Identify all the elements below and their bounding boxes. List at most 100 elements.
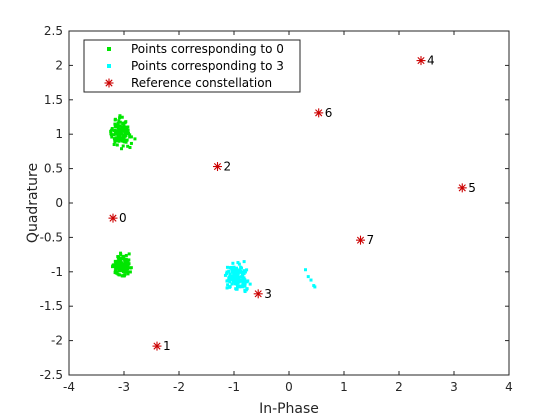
data-point-series-1 [243,288,247,292]
legend-box [83,39,301,93]
reference-label-5: 5 [468,181,476,195]
axis-ticks: -4 -3 -2 -1 0 1 2 3 4 2.5 2 1.5 1 0.5 0 -0.5 -1 -1.5 -2 -2.… [40,24,513,394]
y-tick-label: -2 [51,334,63,348]
data-point-series-1 [236,277,240,281]
data-point-series-1 [231,261,235,265]
data-point-series-1 [230,282,234,286]
data-point-series-0 [124,140,128,144]
data-point-series-0 [118,273,122,277]
data-point-series-0 [124,139,128,143]
x-tick-label: 4 [505,380,513,394]
data-point-series-0 [110,135,114,139]
data-point-series-0 [110,127,114,131]
y-tick-label: 2 [55,58,63,72]
data-point-series-0 [123,258,127,262]
y-tick-label: -0.5 [40,230,63,244]
data-point-series-0 [121,255,125,259]
reference-marker-6 [314,108,324,118]
data-point-series-0 [121,144,125,148]
data-point-series-0 [116,130,120,134]
y-tick-label: -1 [51,265,63,279]
data-point-series-0 [125,259,129,263]
y-tick-label: 2.5 [44,24,63,38]
data-point-series-0 [118,128,122,132]
data-point-series-0 [116,261,120,265]
data-point-series-1 [225,270,229,274]
data-point-series-0 [117,119,121,123]
data-point-series-0 [122,257,126,261]
reference-marker-0 [108,213,118,223]
data-point-series-1 [233,278,237,282]
y-tick-label: -1.5 [40,299,63,313]
y-axis-label: Quadrature [25,163,41,243]
data-point-series-1 [228,266,232,270]
data-point-series-0 [120,263,124,267]
x-tick-label: -3 [118,380,130,394]
data-point-series-1 [231,279,235,283]
x-tick-label: 0 [285,380,293,394]
reference-points: 0 1 2 3 4 5 6 7 [108,54,476,353]
data-point-series-1 [248,282,252,286]
data-point-series-0 [120,129,124,133]
data-point-series-0 [128,270,132,274]
data-clusters [109,114,317,294]
reference-marker-4 [416,56,426,66]
data-point-series-1 [234,287,238,291]
data-point-series-0 [123,268,127,272]
data-point-series-0 [116,135,120,139]
data-point-series-0 [112,143,116,147]
reference-marker-7 [356,235,365,245]
data-point-series-0 [123,273,127,277]
data-point-series-0 [120,265,124,269]
y-tick-label: 1.5 [44,93,63,107]
data-point-series-0 [116,121,120,125]
data-point-series-1 [227,276,231,280]
legend-label-3: Points corresponding to 3 [131,59,284,73]
data-point-series-0 [114,125,118,129]
data-point-series-0 [113,118,117,122]
data-point-series-1 [237,275,241,279]
data-point-series-0 [123,121,127,125]
data-point-series-1 [242,260,246,264]
reference-marker-5 [457,183,467,193]
y-tick-label: 0 [55,196,63,210]
data-point-series-0 [112,129,116,133]
reference-label-7: 7 [367,233,375,247]
data-point-series-0 [118,114,122,118]
data-point-series-0 [122,124,126,128]
data-point-series-1 [245,268,249,272]
data-point-series-0 [125,266,129,270]
data-point-series-0 [121,274,125,278]
data-point-series-0 [124,253,128,257]
data-point-series-0 [126,270,130,274]
reference-label-0: 0 [119,211,127,225]
data-point-series-1 [226,283,230,287]
x-tick-label: -1 [228,380,240,394]
x-tick-label: 3 [450,380,458,394]
data-point-series-0 [115,132,119,136]
data-point-series-1 [230,269,234,273]
data-point-series-0 [128,135,132,139]
data-point-series-0 [119,251,123,255]
data-point-series-1 [238,285,242,289]
data-point-series-1 [237,270,241,274]
data-point-series-0 [129,266,133,270]
data-point-series-1 [313,285,317,289]
data-point-series-0 [133,137,137,141]
data-point-series-0 [122,127,126,131]
data-point-series-0 [116,266,120,270]
data-point-series-0 [114,270,118,274]
data-point-series-1 [234,268,238,272]
data-point-series-0 [122,133,126,137]
data-point-series-0 [126,128,130,132]
y-tick-label: -2.5 [40,368,63,382]
data-point-series-0 [127,252,131,256]
data-point-series-0 [115,143,119,147]
data-point-series-0 [119,132,123,136]
data-point-series-1 [232,272,236,276]
data-point-series-0 [109,132,113,136]
data-point-series-0 [109,129,113,133]
data-point-series-0 [129,135,133,139]
reference-label-2: 2 [224,160,232,174]
data-point-series-0 [119,257,123,261]
